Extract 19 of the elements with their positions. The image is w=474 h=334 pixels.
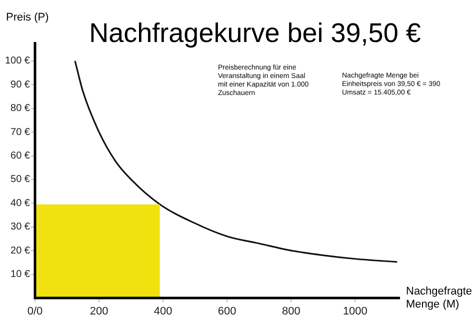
x-tick-label: 1000 — [342, 306, 368, 318]
y-tick-label: 100 € — [4, 56, 30, 67]
y-tick-label: 80 € — [10, 103, 30, 114]
y-tick-label: 70 € — [10, 126, 30, 138]
y-tick-label: 30 € — [10, 222, 30, 233]
chart-title: Nachfragekurve bei 39,50 € — [89, 18, 421, 48]
x-tick-label: 0/0 — [27, 306, 43, 318]
x-tick-label: 600 — [218, 306, 236, 318]
y-tick-label: 40 € — [10, 198, 30, 209]
y-tick-label: 90 € — [10, 79, 30, 90]
x-tick-label: 200 — [90, 306, 108, 318]
y-tick-label: 20 € — [10, 245, 30, 256]
x-tick-label: 400 — [154, 306, 172, 318]
x-tick-label: 800 — [282, 306, 300, 318]
y-tick-label: 60 € — [10, 150, 30, 162]
x-axis-title: Nachgefragte Menge (M) — [406, 286, 472, 311]
y-tick-label: 10 € — [10, 269, 30, 280]
y-tick-label: 50 € — [10, 174, 30, 186]
y-axis-title: Preis (P) — [6, 12, 49, 24]
